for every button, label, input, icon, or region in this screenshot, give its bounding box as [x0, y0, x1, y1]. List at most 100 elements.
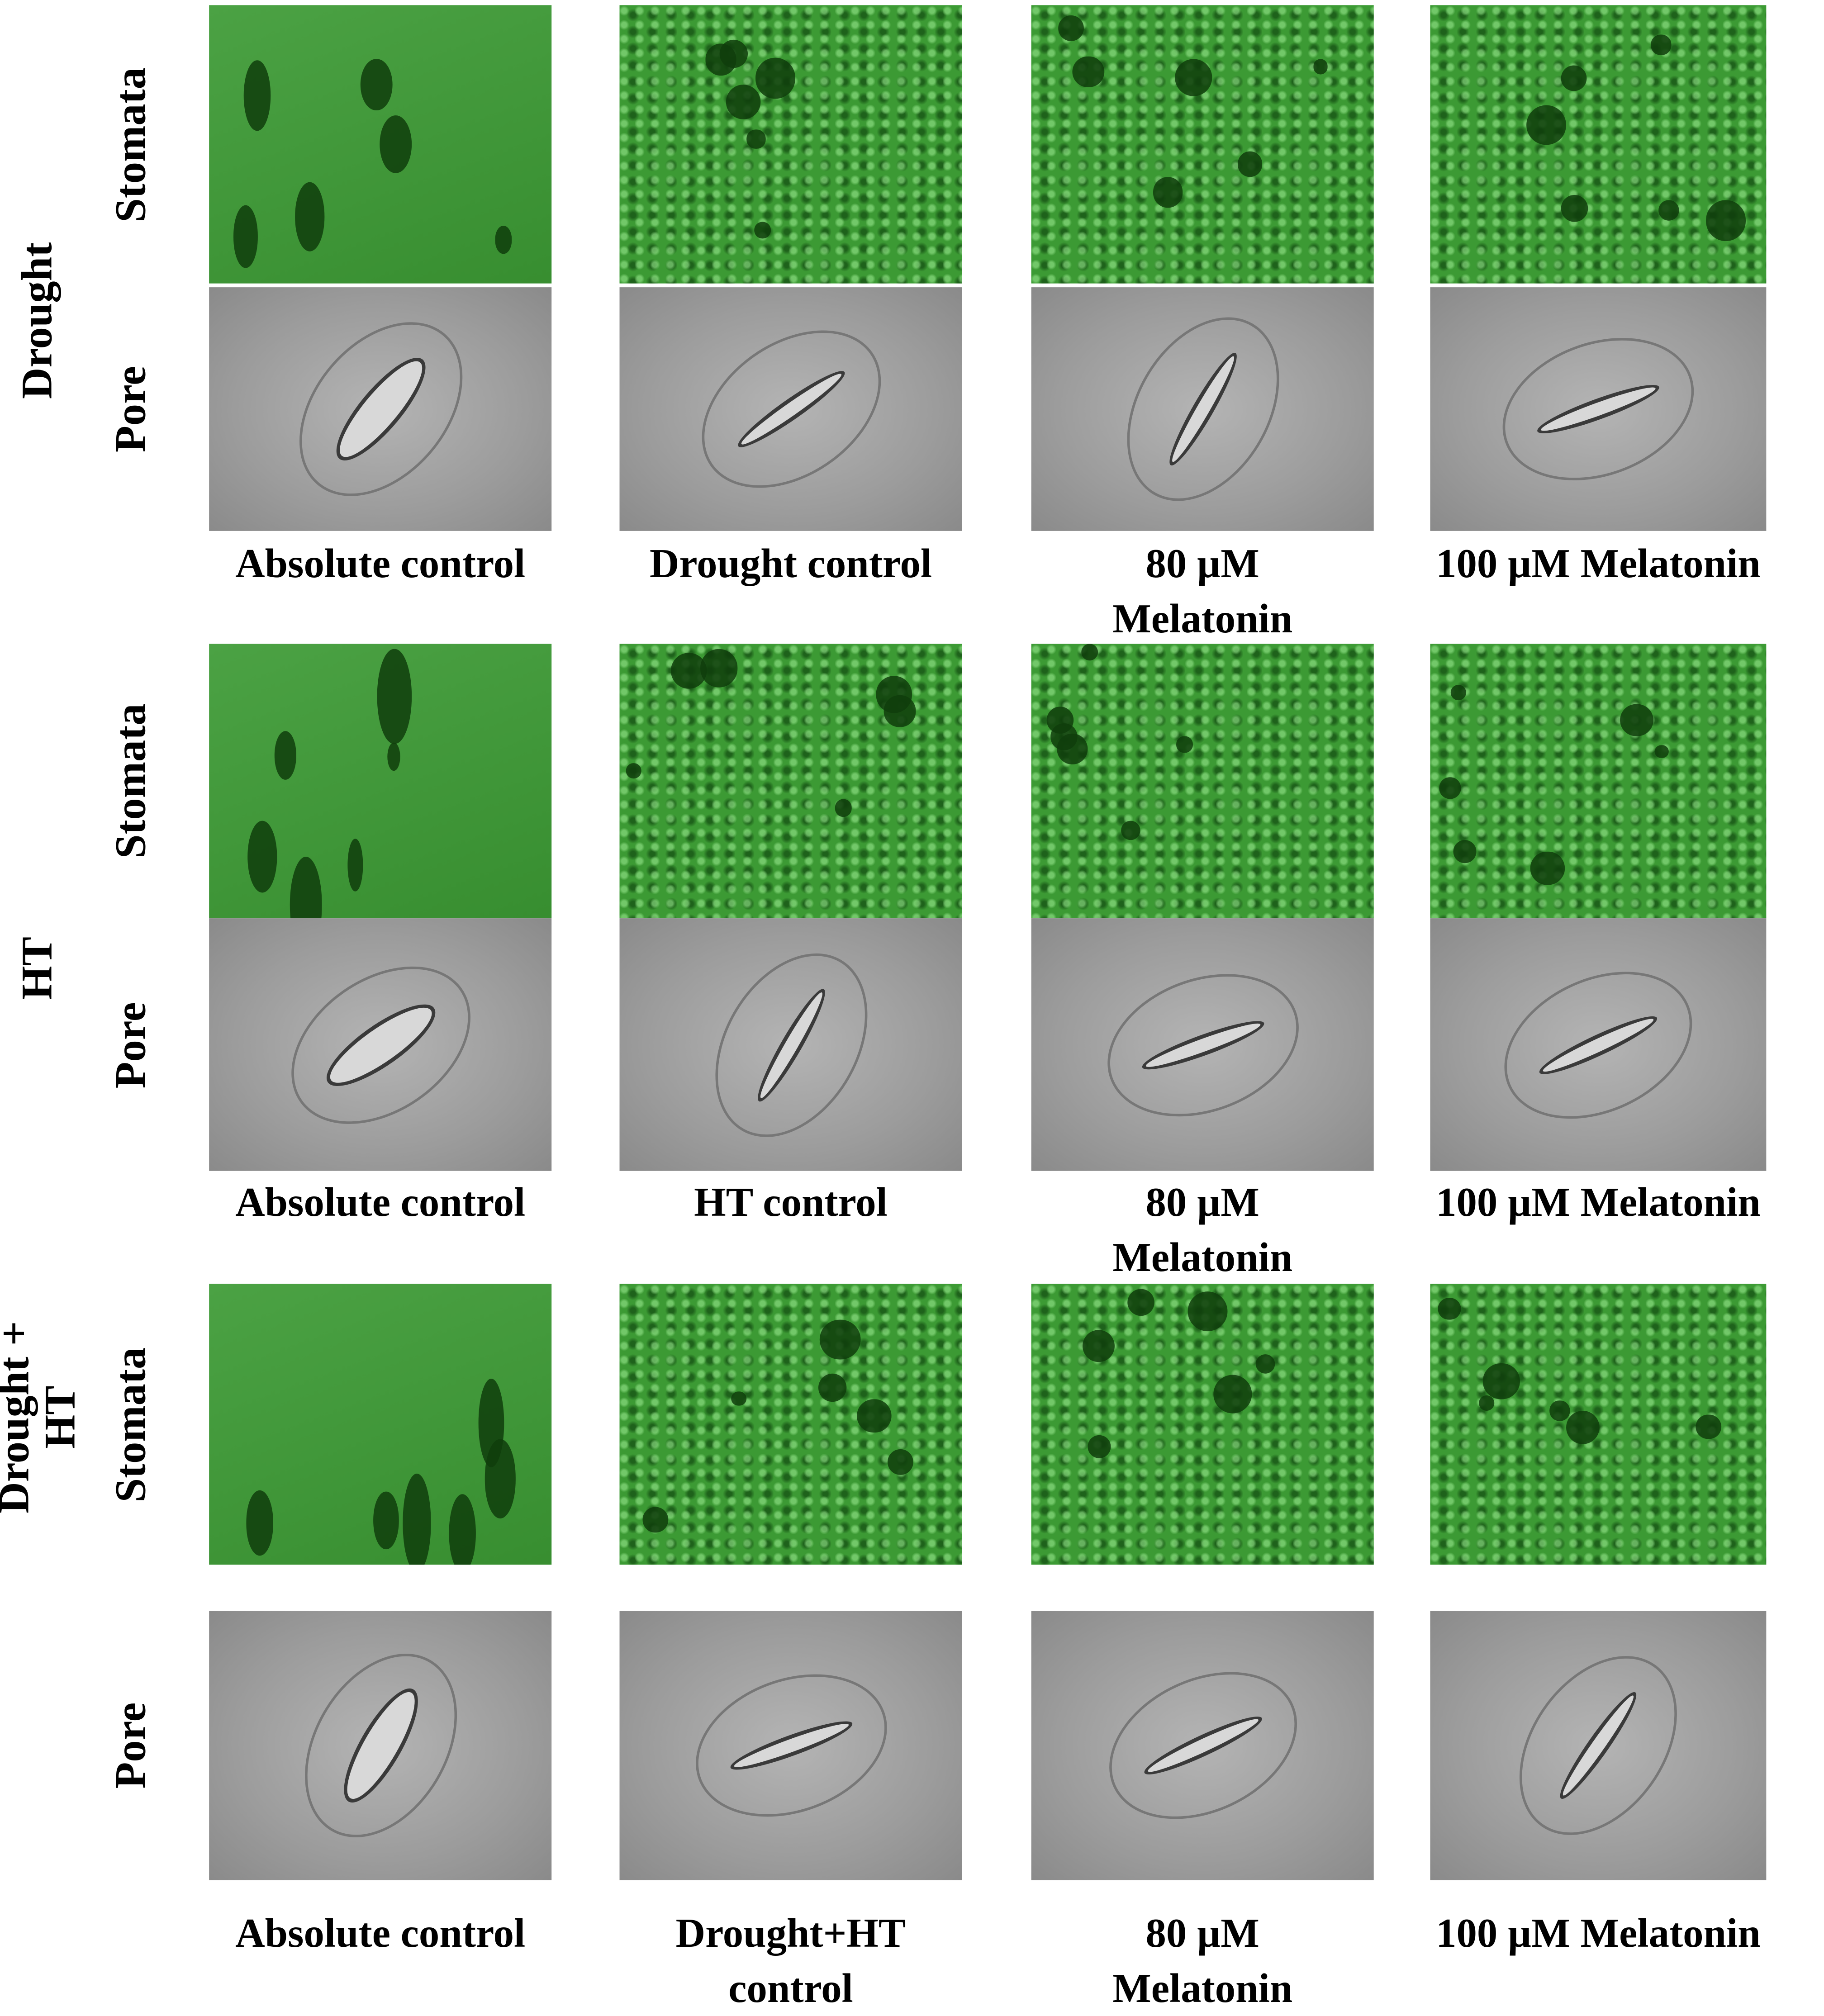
stoma [274, 731, 297, 780]
stomata-image [1430, 644, 1767, 919]
group-label: Drought [14, 242, 62, 399]
stoma [1530, 851, 1565, 885]
stoma [1057, 734, 1088, 764]
stoma [402, 1474, 431, 1565]
stoma [1188, 1292, 1228, 1332]
stomata-image [1430, 1284, 1767, 1565]
row-label: Stomata [108, 66, 156, 222]
row-label: Pore [108, 1001, 156, 1088]
stomata-image [1031, 644, 1374, 919]
stoma [834, 799, 852, 817]
stoma [755, 222, 771, 238]
stomata-image [1031, 5, 1374, 284]
stoma [1087, 1434, 1111, 1459]
stoma [820, 1319, 861, 1360]
stoma [1127, 1289, 1155, 1317]
stoma [876, 676, 912, 713]
stoma [1549, 1401, 1570, 1421]
caption: Drought control [649, 540, 932, 586]
stoma [387, 742, 400, 771]
caption: Absolute control [235, 540, 526, 586]
row-label: Pore [108, 366, 156, 452]
stomata-image [1430, 5, 1767, 284]
stoma [1438, 1297, 1461, 1320]
caption: 100 µM Melatonin [1436, 540, 1761, 586]
stoma [1082, 1329, 1115, 1362]
stoma [1478, 1395, 1494, 1410]
caption: 80 µM Melatonin [1112, 1178, 1293, 1280]
stoma [1483, 1362, 1520, 1399]
caption: 80 µM Melatonin [1112, 1909, 1293, 2011]
pore-image [1430, 1611, 1767, 1880]
caption: HT control [694, 1178, 888, 1225]
caption: 80 µM Melatonin [1112, 540, 1293, 641]
stoma [1561, 65, 1586, 91]
stoma [247, 821, 277, 893]
stoma [1121, 820, 1141, 840]
stoma [245, 1490, 274, 1556]
pore-image [619, 918, 962, 1171]
row-label: Stomata [108, 1347, 156, 1502]
stoma [1059, 16, 1084, 42]
stoma [747, 130, 765, 148]
stoma [1566, 1411, 1600, 1445]
stoma [1620, 703, 1653, 737]
stomata-image [209, 1284, 552, 1565]
stoma [1238, 152, 1263, 177]
stomata-image [1031, 1284, 1374, 1565]
stoma [1453, 840, 1476, 863]
group-label: Drought + HT [0, 1321, 85, 1513]
stoma [888, 1449, 913, 1475]
stoma [244, 60, 271, 131]
stoma [1527, 104, 1567, 145]
stoma [379, 115, 412, 174]
stoma [1655, 745, 1668, 758]
row-label: Stomata [108, 703, 156, 859]
pore-image [1430, 287, 1767, 531]
stoma [1439, 778, 1461, 799]
stoma [233, 204, 258, 269]
stoma [857, 1399, 892, 1433]
stoma [494, 225, 513, 254]
pore-image [1031, 1611, 1374, 1880]
stoma [295, 182, 325, 251]
stoma [670, 652, 707, 688]
pore-image [1430, 918, 1767, 1171]
caption: 100 µM Melatonin [1436, 1178, 1761, 1225]
stomata-image [619, 1284, 962, 1565]
stoma [1073, 56, 1104, 87]
pore-image [1031, 918, 1374, 1171]
group-label: HT [14, 937, 62, 1000]
row-label: Pore [108, 1702, 156, 1789]
stoma [1696, 1414, 1721, 1439]
stoma [626, 764, 641, 779]
caption: Drought+HT control [675, 1909, 906, 2011]
stoma [373, 1492, 399, 1549]
stomata-image [619, 5, 962, 284]
stoma [377, 649, 412, 744]
stoma [1561, 195, 1588, 223]
stoma [347, 838, 363, 892]
stoma [1658, 200, 1679, 221]
stoma [817, 1373, 846, 1402]
stoma [1176, 736, 1192, 753]
stoma [1706, 200, 1746, 241]
stoma [448, 1494, 475, 1565]
stoma [720, 40, 748, 68]
caption: 100 µM Melatonin [1436, 1909, 1761, 1956]
stoma [1651, 35, 1671, 55]
caption: Absolute control [235, 1178, 526, 1225]
stoma [1213, 1374, 1252, 1413]
pore-image [1031, 287, 1374, 531]
pore-image [209, 287, 552, 531]
caption: Absolute control [235, 1909, 526, 1956]
pore-image [619, 1611, 962, 1880]
stoma [732, 1391, 746, 1405]
stoma [1174, 58, 1212, 97]
stoma [726, 85, 761, 119]
pore-image [209, 918, 552, 1171]
stoma [1256, 1354, 1276, 1374]
pore-image [209, 1611, 552, 1880]
